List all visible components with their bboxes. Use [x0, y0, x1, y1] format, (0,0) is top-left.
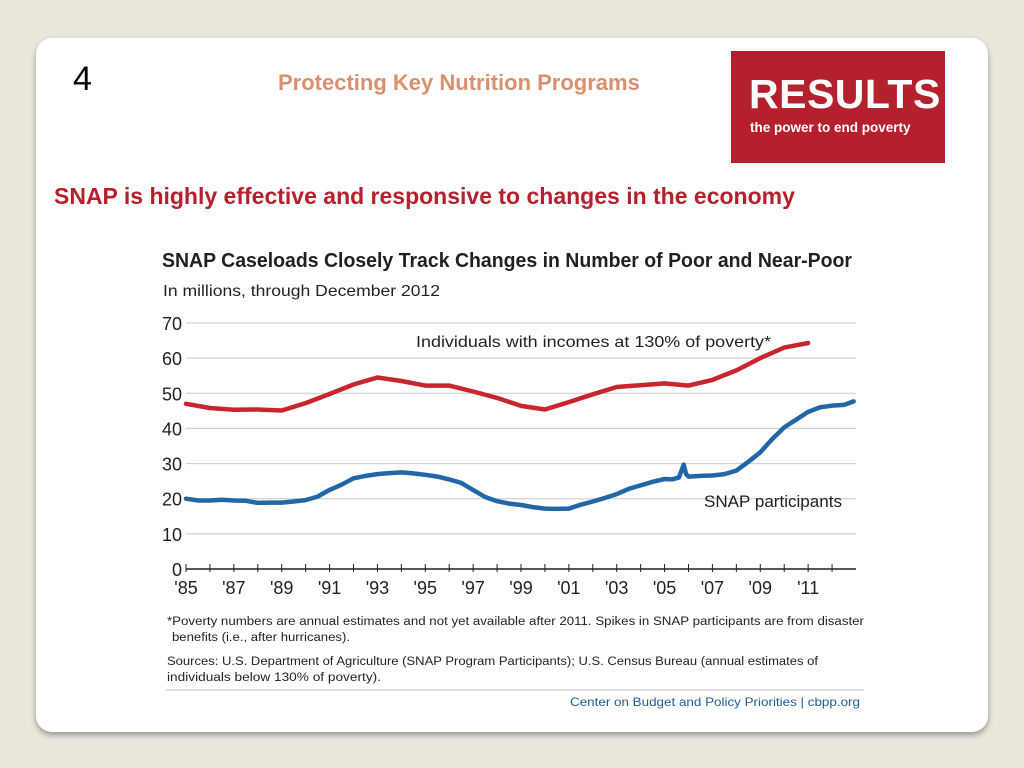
poverty-line: [183, 340, 811, 413]
x-tick-label: '95: [414, 578, 437, 598]
x-tick-label: '93: [366, 578, 389, 598]
x-tick-label: '03: [605, 578, 628, 598]
x-tick-label: '97: [461, 578, 484, 598]
x-tick-label: '01: [557, 578, 580, 598]
sources-line-1: Sources: U.S. Department of Agriculture …: [167, 656, 819, 668]
sources-line-2: individuals below 130% of poverty).: [167, 672, 381, 684]
x-tick-label: '91: [318, 578, 341, 598]
y-tick-label: 60: [162, 349, 182, 369]
chart-subtitle: In millions, through December 2012: [163, 283, 440, 300]
footnote-line-1: *Poverty numbers are annual estimates an…: [167, 616, 864, 628]
snap-participants-line: [183, 399, 856, 512]
y-tick-label: 70: [162, 314, 182, 334]
series-lines: [183, 340, 856, 512]
x-tick-label: '09: [749, 578, 772, 598]
x-tick-label: '85: [174, 578, 197, 598]
x-tick-label: '89: [270, 578, 293, 598]
footnote-line-2: benefits (i.e., after hurricanes).: [172, 632, 350, 644]
y-tick-label: 30: [162, 455, 182, 475]
x-tick-label: '05: [653, 578, 676, 598]
x-tick-label: '11: [797, 578, 819, 598]
logo-tagline: the power to end poverty: [750, 120, 911, 135]
snap-series-label: SNAP participants: [704, 492, 842, 511]
x-axis: '85 '87 '89 '91 '93 '95 '97 '99 '01 '03 '05 '07 '09 '…: [174, 564, 856, 598]
y-tick-label: 0: [172, 560, 182, 580]
logo-word: RESULTS: [749, 71, 941, 117]
slide-number: 4: [73, 60, 92, 98]
y-tick-label: 40: [162, 419, 182, 439]
source-credit: Center on Budget and Policy Priorities |…: [570, 695, 860, 709]
x-tick-label: '07: [701, 578, 724, 598]
y-tick-label: 20: [162, 490, 182, 510]
y-tick-labels: 0 10 20 30 40 50 60 70: [162, 314, 182, 580]
y-tick-label: 50: [162, 384, 182, 404]
slide-headline: SNAP is highly effective and responsive …: [54, 183, 795, 209]
header-title: Protecting Key Nutrition Programs: [278, 70, 640, 95]
poverty-series-label: Individuals with incomes at 130% of pove…: [416, 334, 771, 351]
x-tick-label: '99: [509, 578, 532, 598]
y-tick-label: 10: [162, 525, 182, 545]
chart-title: SNAP Caseloads Closely Track Changes in …: [162, 249, 852, 272]
x-tick-label: '87: [222, 578, 245, 598]
results-logo: RESULTS the power to end poverty: [731, 51, 945, 163]
